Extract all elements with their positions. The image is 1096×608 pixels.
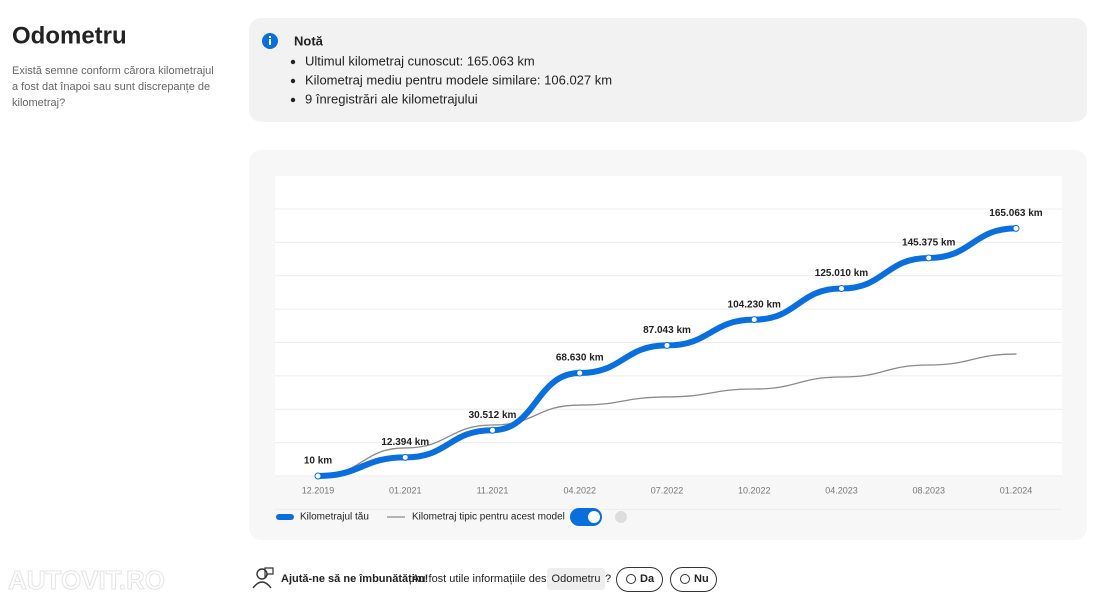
- note-title: Notă: [294, 33, 324, 48]
- point: [314, 472, 322, 480]
- yes-label: Da: [640, 573, 655, 585]
- legend-label: Kilometrajul tău: [300, 512, 369, 523]
- note-item: Ultimul kilometraj cunoscut: 165.063 km: [305, 53, 535, 68]
- point: [838, 284, 845, 292]
- value-label: 30.512 km: [469, 410, 517, 421]
- x-tick-label: 01.2021: [389, 485, 422, 495]
- note-item: 9 înregistrări ale kilometrajului: [305, 91, 478, 106]
- x-tick-label: 08.2023: [912, 485, 945, 495]
- description: a fost dat înapoi sau sunt discrepanțe d…: [12, 81, 210, 93]
- note-box: [249, 18, 1087, 122]
- point: [1012, 224, 1020, 232]
- x-tick-label: 10.2022: [738, 485, 771, 495]
- description: kilometraj?: [12, 97, 65, 109]
- toggle-knob: [588, 511, 600, 523]
- value-label: 104.230 km: [728, 299, 781, 310]
- question-mark: ?: [605, 573, 611, 585]
- value-label: 12.394 km: [381, 437, 429, 448]
- smiley: [680, 574, 690, 584]
- value-label: 68.630 km: [556, 353, 604, 364]
- point: [750, 316, 758, 324]
- topic-chip: [547, 568, 605, 590]
- topic: Odometru: [552, 573, 601, 585]
- x-tick-label: 07.2022: [651, 485, 684, 495]
- feedback-icon: [256, 568, 268, 580]
- x-tick-label: 01.2024: [1000, 485, 1033, 495]
- x-tick-label: 12.2019: [302, 485, 335, 495]
- point: [663, 341, 671, 349]
- watermark: AUTOVIT.RO: [8, 565, 165, 595]
- smiley: [626, 574, 636, 584]
- point: [925, 254, 933, 262]
- bullet: [290, 59, 296, 65]
- yes-button[interactable]: [616, 567, 663, 592]
- legend-label: Kilometraj tipic pentru acest model: [412, 512, 565, 523]
- help-icon[interactable]: [615, 511, 627, 523]
- x-tick-label: 04.2023: [825, 485, 858, 495]
- info-icon: [269, 39, 271, 45]
- feedback-prompt: Ajută-ne să ne îmbunătățim!: [281, 573, 428, 585]
- point: [401, 453, 409, 461]
- value-label: 10 km: [304, 456, 332, 467]
- feedback-question: Au fost utile informațiile despre: [412, 573, 562, 585]
- bullet: [290, 78, 296, 84]
- value-label: 87.043 km: [643, 325, 691, 336]
- bullet: [290, 97, 296, 103]
- title: Odometru: [12, 22, 127, 49]
- info-icon: [269, 36, 271, 38]
- point: [489, 426, 496, 434]
- note-list: Ultimul kilometraj cunoscut: 165.063 km K…: [290, 53, 612, 106]
- feedback-icon: [252, 581, 272, 589]
- value-label: 125.010 km: [815, 268, 868, 279]
- x-tick-label: 11.2021: [477, 485, 509, 495]
- note-item: Kilometraj mediu pentru modele similare:…: [305, 72, 612, 87]
- no-button[interactable]: [670, 567, 717, 592]
- feedback-icon: [264, 567, 274, 579]
- description: Există semne conform cărora kilometrajul: [12, 65, 214, 77]
- series-line: [317, 353, 1017, 477]
- plot-area: [275, 176, 1062, 476]
- value-label: 165.063 km: [989, 208, 1042, 219]
- point: [576, 369, 584, 377]
- x-tick-label: 04.2022: [563, 485, 596, 495]
- chart: 12.2019 01.2021 11.2021 04.2022 07.2022 10.20…: [275, 208, 1062, 523]
- value-label: 145.375 km: [902, 238, 955, 249]
- no-label: Nu: [694, 573, 709, 585]
